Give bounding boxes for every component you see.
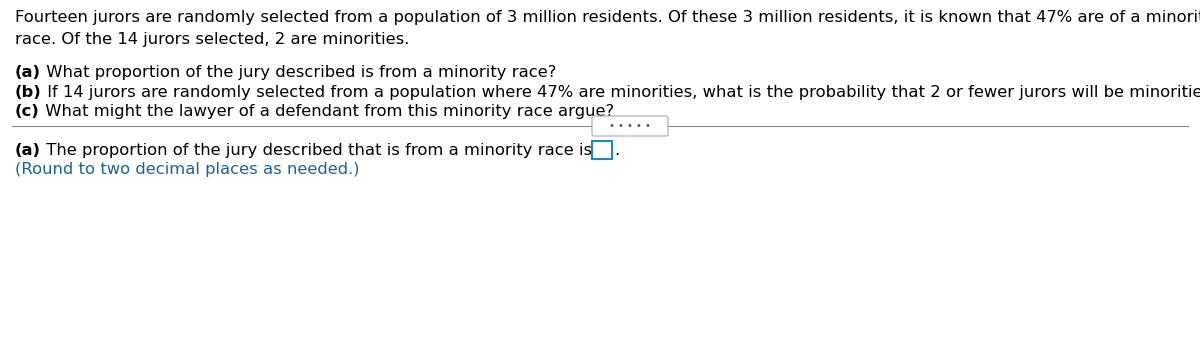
- Text: (b): (b): [14, 85, 42, 100]
- Text: race. Of the 14 jurors selected, 2 are minorities.: race. Of the 14 jurors selected, 2 are m…: [14, 32, 409, 47]
- Bar: [592, 141, 612, 159]
- Text: The proportion of the jury described that is from a minority race is: The proportion of the jury described tha…: [41, 143, 592, 158]
- Text: (a): (a): [14, 143, 41, 158]
- Text: (a): (a): [14, 143, 41, 158]
- Text: • • • • •: • • • • •: [610, 121, 650, 131]
- Text: Fourteen jurors are randomly selected from a population of 3 million residents. : Fourteen jurors are randomly selected fr…: [14, 10, 1200, 25]
- Text: (a) The proportion of the jury described that is from a minority race is: (a) The proportion of the jury described…: [14, 143, 589, 158]
- Text: (Round to two decimal places as needed.): (Round to two decimal places as needed.): [14, 162, 360, 177]
- Text: (a): (a): [14, 65, 41, 80]
- FancyBboxPatch shape: [592, 116, 668, 136]
- Text: What proportion of the jury described is from a minority race?: What proportion of the jury described is…: [41, 65, 557, 80]
- Text: If 14 jurors are randomly selected from a population where 47% are minorities, w: If 14 jurors are randomly selected from …: [42, 85, 1200, 100]
- Text: What might the lawyer of a defendant from this minority race argue?: What might the lawyer of a defendant fro…: [40, 104, 614, 119]
- Text: (c): (c): [14, 104, 40, 119]
- Text: .: .: [614, 143, 619, 158]
